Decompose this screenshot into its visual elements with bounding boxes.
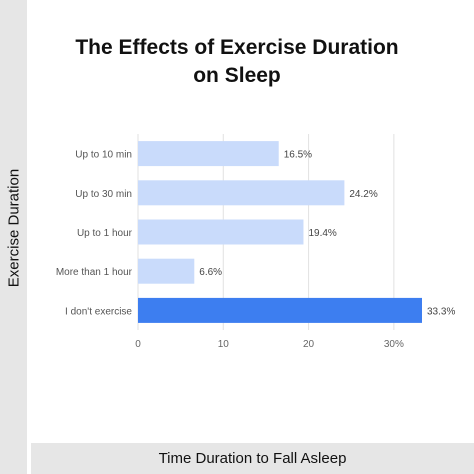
category-label: Up to 10 min: [75, 150, 132, 161]
data-label: 16.5%: [284, 150, 312, 161]
data-label: 33.3%: [427, 306, 455, 317]
data-label: 19.4%: [308, 228, 336, 239]
x-tick-label: 10: [218, 339, 230, 350]
bar: [138, 180, 345, 206]
bar: [138, 141, 279, 167]
bar: [138, 219, 304, 245]
category-label: I don't exercise: [65, 306, 132, 317]
category-label: Up to 30 min: [75, 189, 132, 200]
chart-title-line-1: The Effects of Exercise Duration: [75, 36, 399, 59]
x-tick-label: 30%: [384, 339, 404, 350]
bar: [138, 258, 195, 284]
x-tick-label: 0: [135, 339, 141, 350]
category-label: Up to 1 hour: [77, 228, 133, 239]
category-label: More than 1 hour: [56, 267, 133, 278]
chart-title-line-2: on Sleep: [193, 64, 281, 87]
x-axis-label: Time Duration to Fall Asleep: [158, 450, 347, 467]
data-label: 6.6%: [199, 267, 222, 278]
bar: [138, 297, 422, 323]
x-axis-label-panel: Time Duration to Fall Asleep: [31, 443, 474, 474]
chart-title: The Effects of Exercise Duration on Slee…: [0, 34, 474, 90]
x-tick-label: 20: [303, 339, 315, 350]
data-label: 24.2%: [349, 189, 377, 200]
y-axis-label-panel: Exercise Duration: [0, 0, 27, 474]
